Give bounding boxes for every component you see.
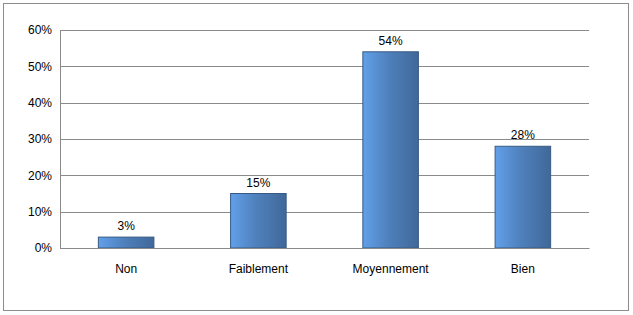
bars [98, 52, 550, 248]
y-tick-label: 0% [35, 241, 53, 255]
grid-line [60, 66, 589, 67]
y-tick-label: 50% [28, 60, 52, 74]
chart: 0% 10% 20% 30% 40% 50% 60% Non Faiblement Moyenne… [0, 0, 633, 315]
x-tick-label: Non [115, 262, 137, 276]
y-tick-label: 20% [28, 169, 52, 183]
x-tick: Moyennement [353, 248, 430, 276]
y-tick: 60% [28, 23, 60, 37]
y-axis-line [60, 31, 61, 249]
y-tick: 50% [28, 60, 60, 74]
y-tick-label: 10% [28, 205, 52, 219]
data-label: 28% [511, 128, 535, 142]
y-tick: 40% [28, 96, 60, 110]
x-tick: Bien [511, 248, 535, 276]
data-labels: 3% 15% 54% 28% [117, 34, 535, 233]
bar [98, 237, 154, 248]
y-tick-label: 30% [28, 132, 52, 146]
plot-area: 0% 10% 20% 30% 40% 50% 60% Non Faiblement Moyenne… [28, 23, 590, 275]
grid-line [60, 248, 589, 249]
y-tick: 20% [28, 169, 60, 183]
y-tick-label: 40% [28, 96, 52, 110]
x-axis: Non Faiblement Moyennement Bien [61, 248, 590, 276]
y-tick: 0% [35, 241, 60, 255]
grid-line [60, 139, 589, 140]
y-tick: 10% [28, 205, 60, 219]
bar [495, 146, 551, 248]
x-tick: Non [115, 248, 137, 276]
x-tick-label: Bien [511, 262, 535, 276]
y-tick-label: 60% [28, 23, 52, 37]
data-label: 54% [379, 34, 403, 48]
grid-line [60, 103, 589, 104]
grid-line [60, 30, 589, 31]
bar [363, 52, 419, 248]
chart-frame [4, 4, 629, 311]
y-axis: 0% 10% 20% 30% 40% 50% 60% [28, 23, 61, 255]
x-axis-line [61, 248, 590, 249]
data-label: 3% [117, 219, 135, 233]
grid [60, 31, 589, 249]
x-tick-label: Faiblement [229, 262, 289, 276]
x-tick-label: Moyennement [353, 262, 430, 276]
y-tick: 30% [28, 132, 60, 146]
x-tick: Faiblement [229, 248, 289, 276]
data-label: 15% [246, 176, 270, 190]
bar [231, 194, 287, 249]
